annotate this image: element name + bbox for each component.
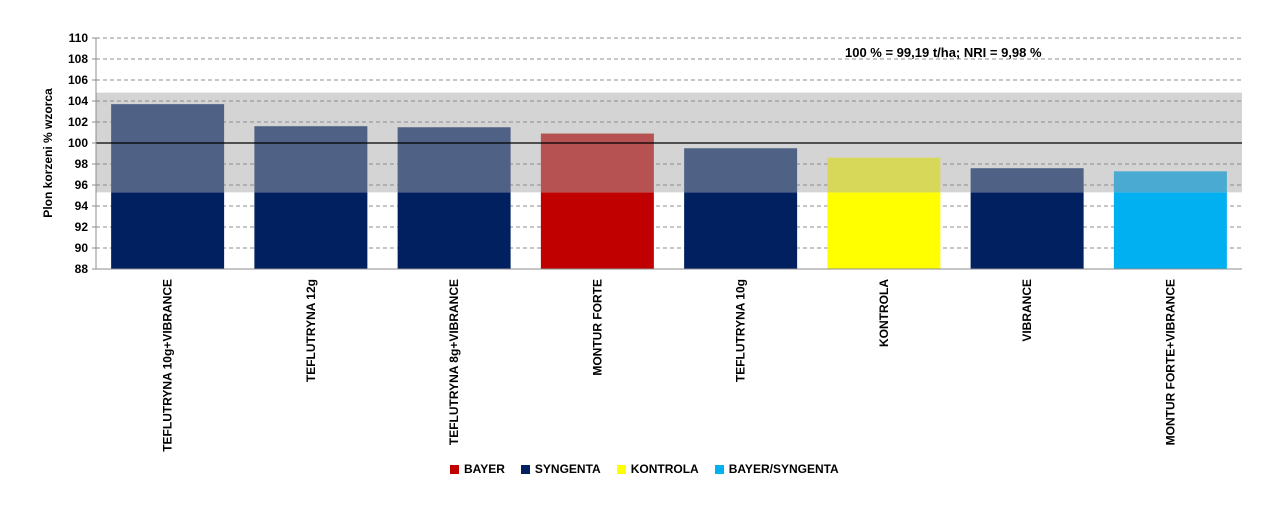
bar-band-segment [111, 104, 225, 193]
y-tick-label: 94 [75, 199, 89, 213]
bar [827, 192, 941, 269]
y-tick-label: 90 [75, 241, 89, 255]
bar-band-segment [254, 126, 368, 193]
y-tick-label: 108 [68, 52, 88, 66]
x-tick-label: TEFLUTRYNA 8g+VIBRANCE [447, 279, 461, 445]
legend-item: KONTROLA [616, 462, 699, 476]
bar-band-segment [397, 127, 511, 193]
bar-band-segment [970, 168, 1084, 193]
bar-band-segment [1113, 171, 1227, 193]
legend-label: SYNGENTA [534, 462, 601, 476]
legend-label: BAYER/SYNGENTA [728, 462, 839, 476]
y-tick-label: 98 [75, 157, 89, 171]
y-tick-label: 110 [69, 31, 89, 45]
legend-swatch [520, 464, 530, 474]
x-tick-label: MONTUR FORTE+VIBRANCE [1163, 279, 1177, 445]
x-tick-label: KONTROLA [877, 279, 891, 347]
legend: BAYER SYNGENTA KONTROLA BAYER/SYNGENTA [450, 462, 855, 476]
bar [684, 192, 798, 269]
y-tick-label: 102 [68, 115, 88, 129]
legend-swatch [450, 464, 459, 474]
bar [111, 192, 225, 269]
legend-label: KONTROLA [630, 462, 699, 476]
bar [540, 192, 654, 269]
bar [254, 192, 368, 269]
y-tick-label: 104 [68, 94, 88, 108]
x-tick-label: VIBRANCE [1020, 279, 1034, 342]
x-tick-label: MONTUR FORTE [590, 279, 604, 376]
legend-item: BAYER/SYNGENTA [714, 462, 839, 476]
legend-item: BAYER [450, 462, 505, 476]
bar-band-segment [827, 157, 941, 193]
x-tick-label: TEFLUTRYNA 12g [304, 279, 318, 382]
legend-swatch [714, 464, 724, 474]
y-tick-label: 106 [68, 73, 88, 87]
legend-swatch [616, 464, 626, 474]
bar [1113, 192, 1227, 269]
x-tick-label: TEFLUTRYNA 10g [734, 279, 748, 382]
bar [397, 192, 511, 269]
y-tick-label: 100 [68, 136, 88, 150]
bar-band-segment [684, 148, 798, 193]
y-tick-label: 92 [75, 220, 89, 234]
x-tick-label: TEFLUTRYNA 10g+VIBRANCE [161, 279, 175, 452]
y-tick-label: 88 [75, 262, 89, 276]
bar [970, 192, 1084, 269]
chart-annotation: 100 % = 99,19 t/ha; NRI = 9,98 % [845, 45, 1042, 60]
y-axis-label: Plon korzeni % wzorca [41, 88, 55, 218]
legend-item: SYNGENTA [520, 462, 601, 476]
y-tick-label: 96 [75, 178, 89, 192]
legend-label: BAYER [464, 462, 505, 476]
